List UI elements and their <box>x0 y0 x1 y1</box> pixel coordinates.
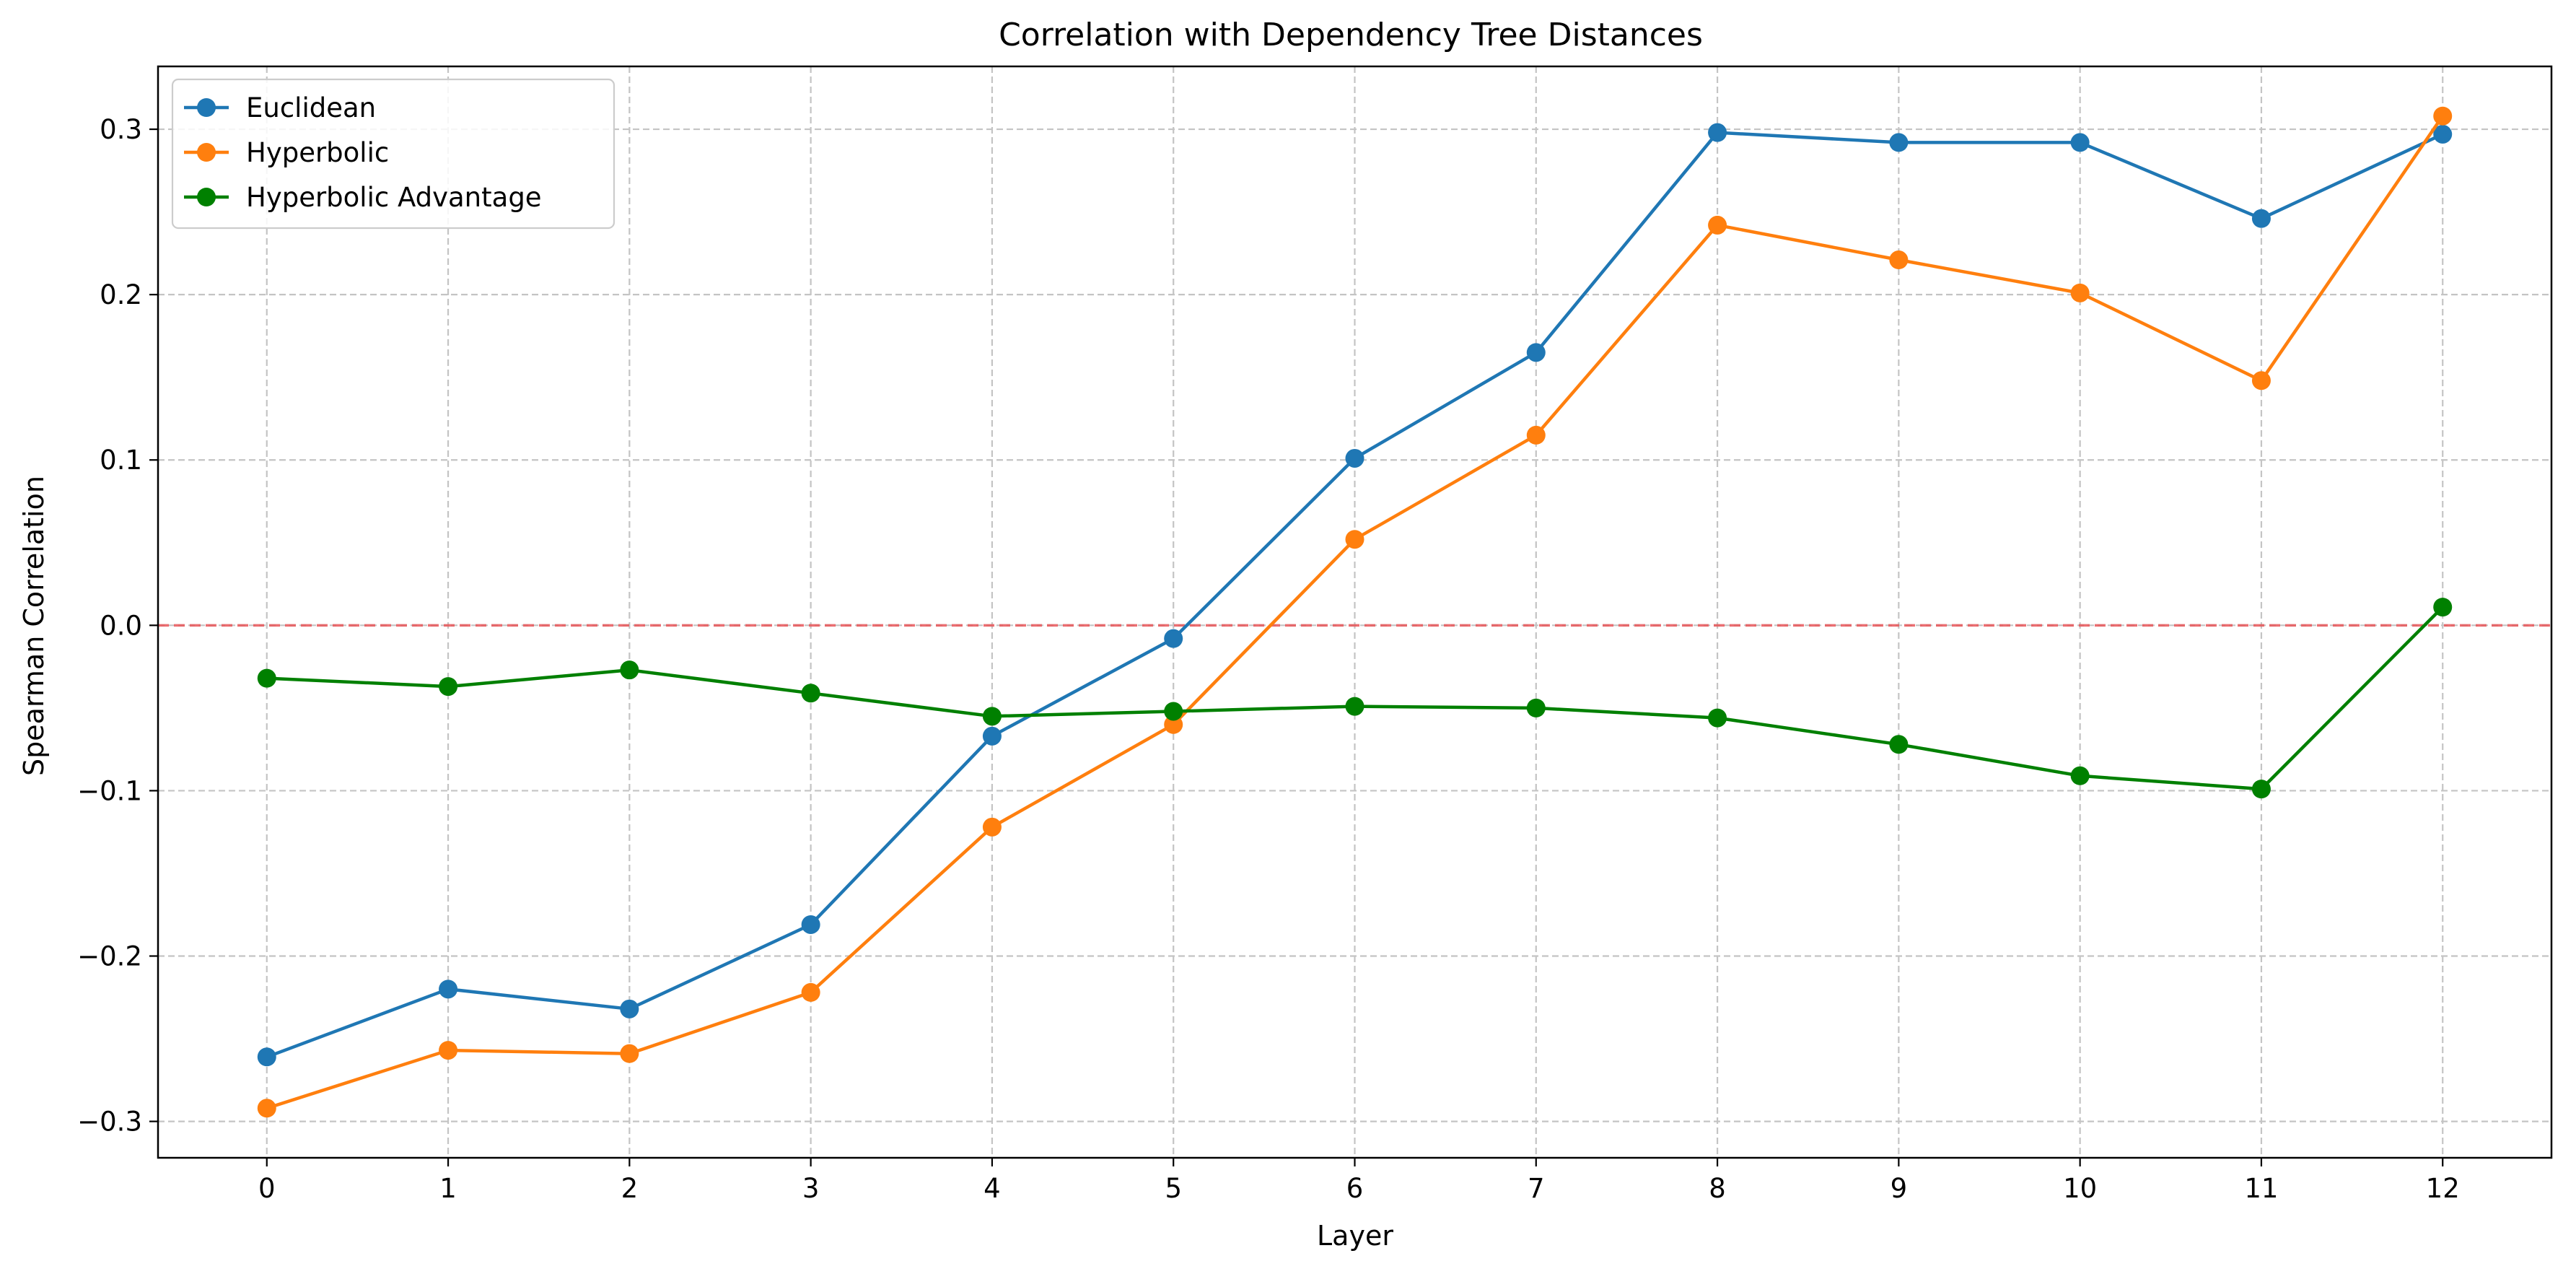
series-hyperbolic-advantage <box>257 598 2453 799</box>
plot-series <box>257 106 2453 1118</box>
data-point-hyperbolic <box>2433 106 2453 126</box>
data-point-euclidean <box>2251 209 2271 228</box>
data-point-euclidean <box>1164 629 1183 648</box>
data-point-euclidean <box>801 915 820 934</box>
data-point-hyperbolic <box>801 982 820 1002</box>
series-hyperbolic <box>257 106 2453 1118</box>
data-point-hyperbolic-advantage <box>2070 766 2090 785</box>
legend-item-euclidean: Euclidean <box>184 92 376 123</box>
y-tick-label: −0.2 <box>77 941 142 972</box>
data-point-euclidean <box>439 980 458 999</box>
series-euclidean <box>257 123 2453 1067</box>
data-point-hyperbolic-advantage <box>2251 780 2271 799</box>
x-tick-label: 8 <box>1709 1173 1726 1204</box>
data-point-euclidean <box>2070 133 2090 152</box>
legend-item-hyperbolic-advantage: Hyperbolic Advantage <box>184 182 542 213</box>
grid <box>158 66 2551 1158</box>
y-tick-label: 0.1 <box>100 445 142 476</box>
y-tick-label: 0.2 <box>100 279 142 310</box>
x-tick-label: 10 <box>2063 1173 2097 1204</box>
data-point-euclidean <box>982 726 1002 746</box>
x-tick-label: 0 <box>258 1173 276 1204</box>
x-tick-label: 12 <box>2426 1173 2460 1204</box>
y-tick-label: −0.1 <box>77 775 142 806</box>
data-point-hyperbolic-advantage <box>801 684 820 703</box>
legend-label: Euclidean <box>246 92 376 123</box>
legend-label: Hyperbolic <box>246 137 389 168</box>
x-tick-label: 5 <box>1165 1173 1182 1204</box>
y-axis-ticks: −0.3 −0.2 −0.1 0.0 0.1 0.2 0.3 <box>77 114 158 1138</box>
x-tick-label: 1 <box>439 1173 457 1204</box>
data-point-hyperbolic-advantage <box>439 677 458 697</box>
data-point-hyperbolic-advantage <box>620 660 639 680</box>
data-point-hyperbolic <box>1708 215 1727 235</box>
data-point-hyperbolic <box>2251 371 2271 391</box>
legend-label: Hyperbolic Advantage <box>246 182 542 213</box>
data-point-euclidean <box>2433 124 2453 144</box>
legend: Euclidean Hyperbolic Hyperbolic Advantage <box>171 78 615 230</box>
data-point-hyperbolic <box>1164 715 1183 734</box>
legend-marker <box>197 143 216 162</box>
x-tick-label: 9 <box>1891 1173 1908 1204</box>
data-point-hyperbolic-advantage <box>257 668 276 688</box>
data-point-hyperbolic-advantage <box>2433 598 2453 617</box>
data-point-euclidean <box>1889 133 1909 152</box>
data-point-euclidean <box>1345 448 1364 468</box>
y-axis-label: Spearman Correlation <box>18 476 50 776</box>
data-point-hyperbolic <box>2070 283 2090 302</box>
x-tick-label: 7 <box>1528 1173 1545 1204</box>
data-point-hyperbolic-advantage <box>1164 702 1183 721</box>
data-point-hyperbolic <box>439 1041 458 1060</box>
legend-box <box>171 78 615 230</box>
legend-marker <box>197 188 216 206</box>
data-point-hyperbolic <box>982 817 1002 837</box>
data-point-hyperbolic <box>620 1044 639 1063</box>
data-point-euclidean <box>1526 343 1546 362</box>
x-tick-label: 4 <box>983 1173 1001 1204</box>
data-point-hyperbolic <box>1345 530 1364 549</box>
chart-title: Correlation with Dependency Tree Distanc… <box>999 17 1703 53</box>
x-tick-label: 2 <box>621 1173 639 1204</box>
y-tick-label: 0.0 <box>100 610 142 641</box>
y-tick-label: 0.3 <box>100 114 142 145</box>
x-tick-label: 11 <box>2244 1173 2278 1204</box>
legend-marker <box>197 98 216 117</box>
data-point-hyperbolic <box>1526 425 1546 445</box>
data-point-hyperbolic-advantage <box>1708 708 1727 728</box>
data-point-hyperbolic-advantage <box>1889 735 1909 754</box>
x-axis-ticks: 0 1 2 3 4 5 6 7 8 9 10 11 12 <box>258 1158 2460 1204</box>
data-point-euclidean <box>1708 123 1727 142</box>
x-tick-label: 6 <box>1346 1173 1364 1204</box>
x-tick-label: 3 <box>802 1173 820 1204</box>
data-point-hyperbolic <box>1889 250 1909 270</box>
data-point-hyperbolic-advantage <box>1345 697 1364 716</box>
data-point-euclidean <box>257 1047 276 1067</box>
y-tick-label: −0.3 <box>77 1107 142 1138</box>
x-axis-label: Layer <box>1317 1220 1393 1252</box>
data-point-euclidean <box>620 999 639 1018</box>
data-point-hyperbolic <box>257 1099 276 1118</box>
data-point-hyperbolic-advantage <box>1526 698 1546 717</box>
legend-item-hyperbolic: Hyperbolic <box>184 137 389 168</box>
data-point-hyperbolic-advantage <box>982 707 1002 726</box>
